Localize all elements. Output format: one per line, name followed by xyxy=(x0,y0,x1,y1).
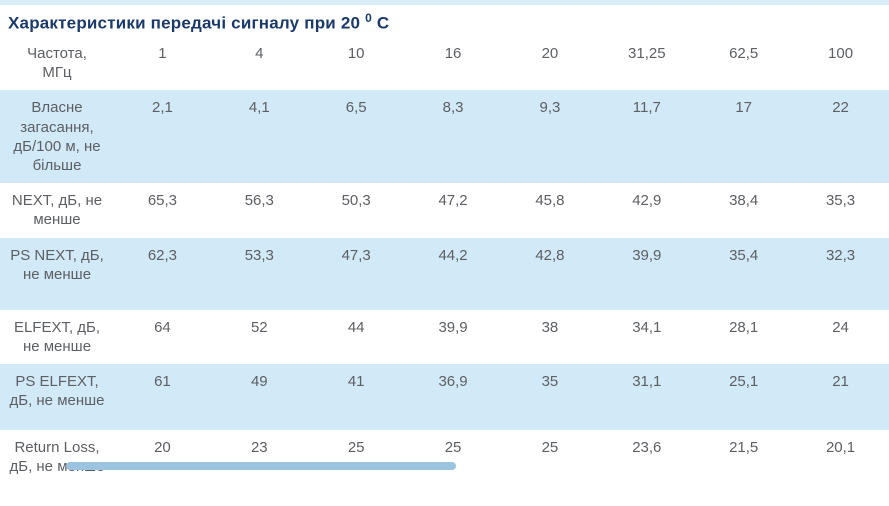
frequency-header-label: Частота, МГц xyxy=(0,36,114,90)
cell-value: 34,1 xyxy=(632,318,662,336)
cell-value: 53,3 xyxy=(244,246,274,264)
cell-value: 21 xyxy=(832,372,849,390)
cell-value: 56,3 xyxy=(244,192,274,210)
row-label: ELFEXT, дБ, не менше xyxy=(13,318,101,355)
table-row: ELFEXT, дБ, не менше 64 52 44 39,9 38 34,1 28,1… xyxy=(0,310,889,364)
cell-value: 11,7 xyxy=(632,99,661,117)
cell-value: 45,8 xyxy=(535,192,565,210)
cell-value: 4,1 xyxy=(248,99,270,117)
frequency-col-header: 1 xyxy=(158,45,167,62)
frequency-header-line2: МГц xyxy=(42,64,72,82)
row-label: PS ELFEXT, дБ, не менше xyxy=(9,372,105,410)
cell-value: 52 xyxy=(250,318,268,336)
characteristics-table: Частота, МГц 1 4 10 16 20 31,25 62,5 100 Власне … xyxy=(0,36,889,506)
cell-value: 32,3 xyxy=(825,246,856,264)
frequency-col-header: 4 xyxy=(255,45,264,62)
cell-value: 28,1 xyxy=(729,318,759,336)
cell-value: 36,9 xyxy=(438,372,468,390)
top-row-strip xyxy=(0,0,889,5)
cell-value: 42,9 xyxy=(632,192,662,210)
cell-value: 8,3 xyxy=(442,99,464,117)
frequency-col-header: 31,25 xyxy=(628,45,666,62)
cell-value: 39,9 xyxy=(438,318,468,336)
cell-value: 22 xyxy=(832,99,849,117)
row-label: NEXT, дБ, не менше xyxy=(11,192,103,229)
table-row: PS ELFEXT, дБ, не менше 61 49 41 36,9 35 31,1 2… xyxy=(0,363,889,430)
cell-value: 23 xyxy=(250,438,268,456)
frequency-col-header: 10 xyxy=(347,45,365,62)
cell-value: 47,2 xyxy=(438,192,468,210)
frequency-col-header: 20 xyxy=(541,45,559,62)
cell-value: 47,3 xyxy=(341,246,371,264)
cell-value: 25 xyxy=(444,438,462,456)
cell-value: 9,3 xyxy=(539,99,561,117)
frequency-header-row: Частота, МГц 1 4 10 16 20 31,25 62,5 100 xyxy=(0,36,889,90)
page-title-unit: С xyxy=(376,13,390,33)
cell-value: 25 xyxy=(541,438,559,456)
cell-value: 24 xyxy=(832,318,849,336)
cell-value: 20,1 xyxy=(825,438,856,456)
cell-value: 49 xyxy=(250,372,268,390)
cell-value: 44,2 xyxy=(438,246,468,264)
cell-value: 38,4 xyxy=(729,192,759,210)
cell-value: 25 xyxy=(347,438,365,456)
cell-value: 6,5 xyxy=(345,99,367,117)
table-row: PS NEXT, дБ, не менше 62,3 53,3 47,3 44,2 42,… xyxy=(0,237,889,310)
cell-value: 61 xyxy=(154,372,171,390)
cell-value: 64 xyxy=(154,318,171,336)
cell-value: 44 xyxy=(347,318,365,336)
frequency-col-header: 16 xyxy=(444,45,462,62)
cell-value: 42,8 xyxy=(535,246,565,264)
cell-value: 25,1 xyxy=(729,372,759,390)
cell-value: 35,4 xyxy=(729,246,759,264)
cell-value: 35,3 xyxy=(825,192,856,210)
table-row: Власне загасання, дБ/100 м, не більше 2,1… xyxy=(0,90,889,184)
frequency-col-header: 62,5 xyxy=(729,45,759,62)
row-label: Власне загасання, дБ/100 м, не більше xyxy=(13,99,101,174)
cell-value: 2,1 xyxy=(152,99,173,117)
page-title: Характеристики передачі сигналу при 20 0… xyxy=(8,11,389,34)
frequency-col-header: 100 xyxy=(828,45,854,62)
cell-value: 65,3 xyxy=(147,192,178,210)
cell-value: 38 xyxy=(541,318,559,336)
cell-value: 39,9 xyxy=(632,246,662,264)
cell-value: 50,3 xyxy=(341,192,371,210)
table-row: Return Loss, дБ, не менше 20 23 25 25 25 23,6 2… xyxy=(0,430,889,506)
cell-value: 35 xyxy=(541,372,559,390)
cell-value: 41 xyxy=(347,372,365,390)
horizontal-scrollbar-thumb[interactable] xyxy=(66,462,456,470)
cell-value: 21,5 xyxy=(729,438,759,456)
frequency-header-line1: Частота, xyxy=(27,45,87,62)
table-body: Власне загасання, дБ/100 м, не більше 2,1… xyxy=(0,90,889,506)
title-degree-superscript: 0 xyxy=(365,11,372,25)
page-title-text: Характеристики передачі сигналу при 20 xyxy=(8,13,361,33)
cell-value: 31,1 xyxy=(632,372,662,390)
table-row: NEXT, дБ, не менше 65,3 56,3 50,3 47,2 45,8 42… xyxy=(0,183,889,237)
cell-value: 62,3 xyxy=(147,246,178,264)
cell-value: 20 xyxy=(154,438,171,456)
cell-value: 17 xyxy=(735,99,753,117)
row-label: PS NEXT, дБ, не менше xyxy=(10,246,104,283)
cell-value: 23,6 xyxy=(632,438,662,456)
